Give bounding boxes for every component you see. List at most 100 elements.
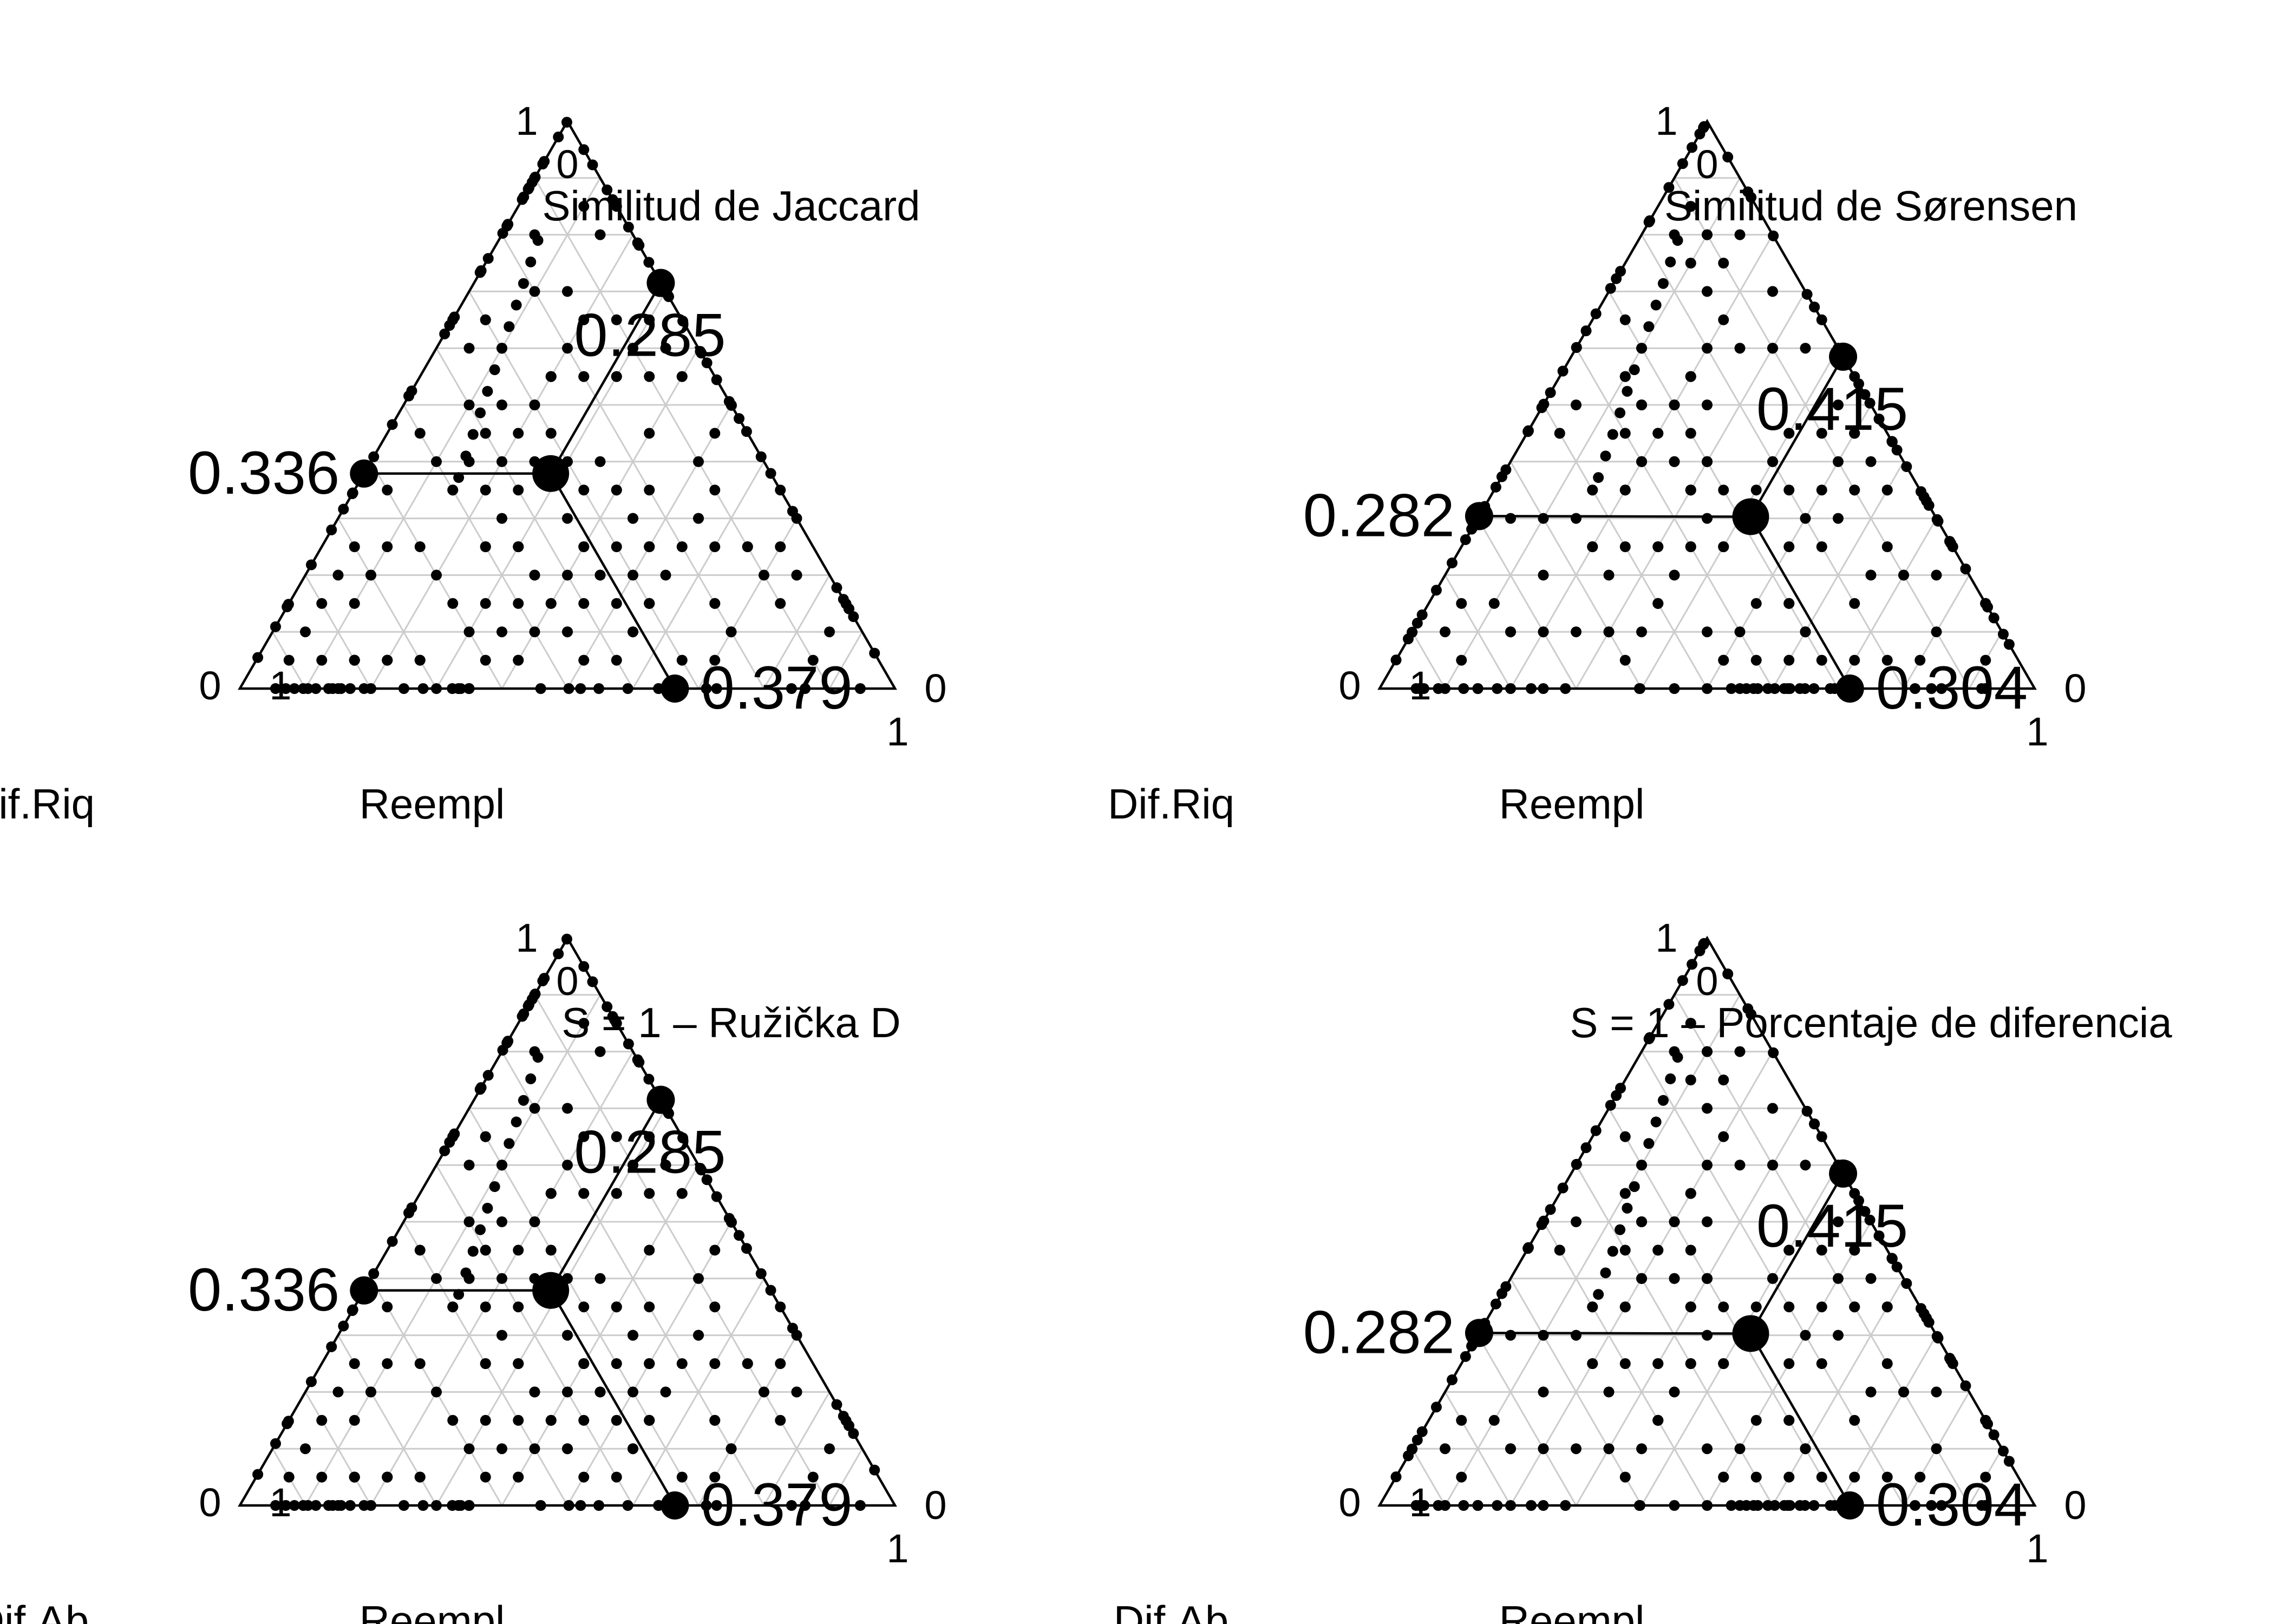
scatter-point — [711, 374, 722, 385]
scatter-point — [545, 1188, 557, 1199]
scatter-point — [838, 594, 849, 605]
scatter-point — [1833, 1216, 1844, 1227]
scatter-point — [463, 1500, 475, 1511]
scatter-point — [496, 1216, 507, 1227]
scatter-point — [1702, 1443, 1713, 1455]
scatter-point — [482, 253, 494, 264]
scatter-point — [553, 948, 564, 960]
scatter-point — [1603, 1443, 1615, 1455]
scatter-point — [578, 484, 590, 496]
scatter-point — [578, 1018, 590, 1029]
mean-label-difference: 0.282 — [1303, 1298, 1455, 1366]
scatter-point — [332, 569, 344, 581]
scatter-point — [1833, 513, 1844, 524]
scatter-point — [463, 1160, 475, 1171]
mean-guides — [1465, 342, 1864, 703]
scatter-point — [611, 1188, 622, 1199]
scatter-point — [1390, 654, 1402, 666]
scatter-point — [709, 484, 721, 496]
scatter-point — [1636, 1273, 1647, 1284]
scatter-point — [1410, 1500, 1422, 1511]
mean-guide-bottom — [1749, 1173, 1845, 1334]
scatter-point — [1988, 612, 1999, 624]
scatter-point — [1458, 683, 1469, 694]
scatter-point — [628, 513, 638, 524]
scatter-point — [535, 683, 546, 694]
scatter-point — [807, 654, 819, 666]
scatter-point — [709, 541, 721, 552]
scatter-point — [1779, 683, 1790, 694]
scatter-point — [1997, 1445, 2009, 1457]
scatter-point — [1865, 456, 1877, 467]
scatter-point — [1794, 1500, 1806, 1511]
scatter-point — [1783, 1415, 1795, 1426]
grid-line — [304, 1391, 372, 1506]
mean-guide-right — [1749, 1333, 1851, 1507]
scatter-point — [578, 1301, 590, 1313]
scatter-point — [1914, 654, 1926, 666]
scatter-point — [1603, 569, 1615, 581]
scatter-point — [1587, 1301, 1598, 1313]
scatter-point — [1864, 397, 1876, 409]
scatter-point — [775, 1301, 786, 1313]
tick-label: 0 — [556, 959, 578, 1004]
scatter-point — [578, 371, 590, 382]
scatter-point — [1801, 289, 1813, 300]
scatter-point — [562, 1443, 573, 1455]
scatter-point — [807, 1471, 819, 1483]
scatter-point — [1587, 484, 1598, 496]
scatter-point — [1636, 626, 1647, 638]
scatter-point — [1440, 1500, 1450, 1511]
scatter-point — [482, 385, 493, 397]
scatter-point — [676, 541, 688, 552]
tick-label: 0 — [1338, 1480, 1361, 1525]
scatter-point — [1677, 975, 1688, 986]
mean-marker-bottom — [646, 269, 675, 297]
mean-marker-left — [1465, 502, 1493, 531]
scatter-point — [1636, 343, 1647, 354]
grid-line — [632, 1278, 765, 1506]
scatter-point — [755, 451, 767, 462]
scatter-point — [1800, 1160, 1811, 1171]
scatter-point — [1685, 541, 1696, 552]
scatter-point — [677, 316, 689, 327]
scatter-point — [1734, 1500, 1746, 1511]
scatter-point — [431, 1386, 442, 1398]
scatter-point — [1898, 1386, 1909, 1398]
ternary-grid — [1412, 177, 2003, 689]
scatter-point — [349, 1471, 360, 1483]
scatter-point — [496, 513, 507, 524]
scatter-point — [1816, 654, 1827, 666]
scatter-point — [349, 654, 360, 666]
scatter-point — [1825, 683, 1836, 694]
scatter-point — [504, 321, 515, 332]
scatter-point — [869, 1464, 880, 1476]
scatter-point — [1702, 683, 1713, 694]
scatter-point — [611, 371, 622, 382]
scatter-point — [1752, 683, 1763, 694]
mean-marker-bottom — [1829, 1159, 1858, 1188]
scatter-point — [306, 559, 317, 571]
scatter-point — [602, 184, 613, 195]
scatter-point — [480, 1131, 491, 1142]
scatter-point — [1997, 628, 2009, 640]
axis-label-left: Dif.Riq — [1108, 780, 1234, 828]
scatter-point — [741, 1243, 752, 1254]
scatter-point — [844, 1420, 855, 1431]
scatter-point — [431, 569, 442, 581]
scatter-point — [1980, 1471, 1991, 1483]
scatter-point — [1864, 1214, 1876, 1226]
scatter-point — [1926, 1500, 1937, 1511]
scatter-point — [365, 1500, 376, 1511]
scatter-point — [1767, 1103, 1778, 1114]
scatter-point — [1898, 569, 1909, 581]
scatter-point — [1768, 1047, 1779, 1058]
scatter-point — [1571, 400, 1582, 410]
scatter-point — [2003, 1456, 2015, 1467]
scatter-point — [1702, 229, 1713, 240]
scatter-point — [1669, 400, 1680, 410]
scatter-point — [365, 1386, 376, 1398]
scatter-point — [1891, 444, 1903, 456]
scatter-point — [709, 654, 721, 666]
scatter-point — [1458, 1500, 1469, 1511]
